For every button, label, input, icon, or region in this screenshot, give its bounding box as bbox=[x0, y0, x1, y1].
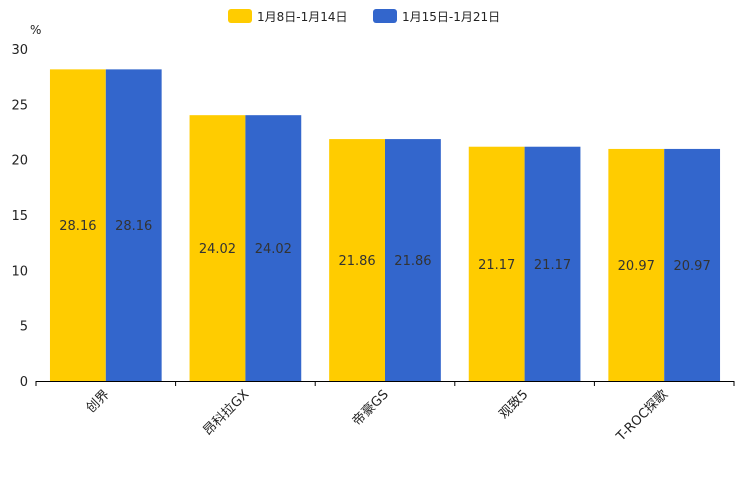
data-label: 24.02 bbox=[255, 242, 292, 257]
bars: 28.16 28.16 24.02 24.02 21.86 21.86 21.17 21.17… bbox=[49, 69, 721, 382]
y-tick-label: 0 bbox=[20, 375, 28, 390]
bar[interactable] bbox=[468, 146, 525, 381]
x-tick-label: 观致5 bbox=[497, 387, 532, 422]
data-label: 28.16 bbox=[115, 219, 152, 234]
x-tick-label: 创界 bbox=[84, 387, 113, 416]
data-label: 21.86 bbox=[338, 254, 375, 269]
data-label: 21.17 bbox=[478, 258, 515, 273]
legend-label[interactable]: 1月8日-1月14日 bbox=[257, 10, 348, 24]
legend: 1月8日-1月14日 1月15日-1月21日 bbox=[228, 9, 500, 24]
y-tick-label: 20 bbox=[11, 154, 28, 169]
bar[interactable] bbox=[49, 69, 106, 381]
x-tick-label: 昂科拉GX bbox=[201, 387, 253, 439]
y-tick-label: 10 bbox=[11, 264, 28, 279]
bar[interactable] bbox=[189, 115, 246, 382]
x-tick-label: T-ROC探歌 bbox=[613, 387, 671, 445]
x-axis: 创界 昂科拉GX 帝豪GS 观致5 T-ROC探歌 bbox=[35, 381, 735, 445]
legend-swatch bbox=[373, 9, 397, 23]
bar[interactable] bbox=[664, 148, 721, 381]
y-tick-label: 5 bbox=[20, 320, 28, 335]
data-label: 24.02 bbox=[199, 242, 236, 257]
data-label: 21.17 bbox=[534, 258, 571, 273]
legend-swatch bbox=[228, 9, 252, 23]
bar[interactable] bbox=[385, 139, 441, 381]
legend-label[interactable]: 1月15日-1月21日 bbox=[402, 10, 500, 24]
data-label: 20.97 bbox=[618, 259, 655, 274]
bar[interactable] bbox=[329, 139, 385, 381]
bar[interactable] bbox=[245, 115, 302, 382]
y-tick-label: 25 bbox=[11, 98, 28, 113]
data-label: 20.97 bbox=[674, 259, 711, 274]
data-label: 21.86 bbox=[394, 254, 431, 269]
bar[interactable] bbox=[524, 146, 581, 381]
y-tick-label: 15 bbox=[11, 209, 28, 224]
data-label: 28.16 bbox=[59, 219, 96, 234]
y-tick-label: 30 bbox=[11, 43, 28, 58]
bar[interactable] bbox=[608, 148, 665, 381]
bar[interactable] bbox=[105, 69, 162, 381]
y-axis: 0 5 10 15 20 25 30 bbox=[11, 43, 28, 390]
x-tick-label: 帝豪GS bbox=[349, 387, 392, 430]
y-axis-label: % bbox=[30, 23, 41, 37]
